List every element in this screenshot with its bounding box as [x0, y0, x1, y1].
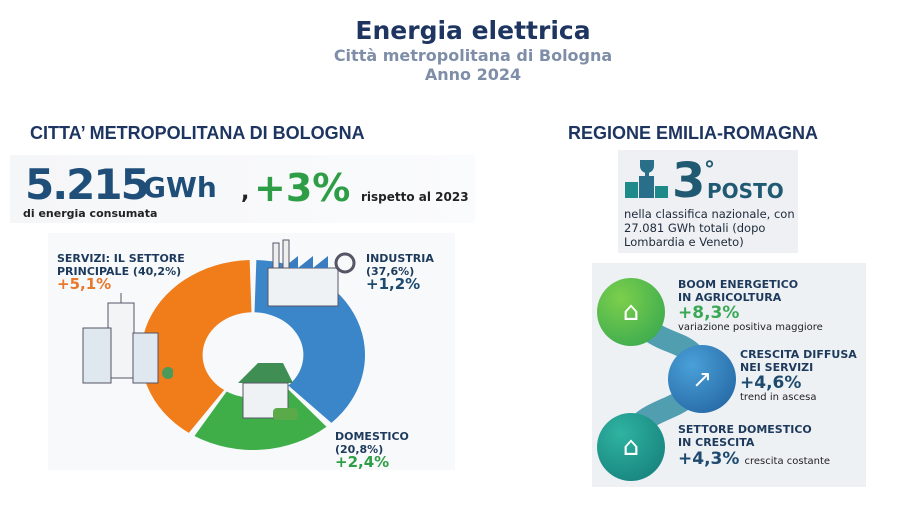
donut-segment-servizi	[141, 260, 252, 433]
growth-value: +4,3%	[678, 449, 740, 469]
total-caption: di energia consumata	[23, 207, 158, 220]
sector-label-line: SERVIZI: IL SETTORE	[57, 252, 185, 265]
sector-label-servizi: SERVIZI: IL SETTORE PRINCIPALE (40,2%) +…	[57, 252, 185, 293]
house-icon: ⌂	[597, 413, 665, 481]
growth-title: SETTORE DOMESTICO	[678, 423, 812, 436]
growth-title: CRESCITA DIFFUSA	[740, 348, 857, 361]
sector-donut-panel: SERVIZI: IL SETTORE PRINCIPALE (40,2%) +…	[48, 233, 455, 470]
separator: ,	[241, 180, 250, 205]
growth-chart-icon: ↗	[668, 345, 736, 413]
sector-label-line: DOMESTICO (20,8%)	[335, 430, 409, 456]
factory-icon	[267, 239, 356, 307]
rank-description: nella classifica nazionale, con 27.081 G…	[624, 207, 795, 249]
page-title: Energia elettrica	[355, 16, 591, 45]
total-unit: GWh	[143, 171, 217, 204]
growth-item-domestico: SETTORE DOMESTICO IN CRESCITA +4,3% cres…	[678, 423, 830, 469]
growth-value: +4,6%	[740, 373, 802, 393]
rank-label: POSTO	[707, 179, 784, 203]
yearly-change: +3%	[254, 166, 351, 210]
donut-segment-domestico	[194, 387, 327, 450]
sector-label-line: PRINCIPALE (40,2%)	[57, 265, 182, 278]
growth-note: trend in ascesa	[740, 392, 817, 403]
sector-label-industria: INDUSTRIA (37,6%) +1,2%	[366, 252, 434, 293]
office-buildings-icon	[82, 293, 173, 384]
farm-icon: ⌂	[597, 278, 665, 346]
metro-heading: CITTA’ METROPOLITANA DI BOLOGNA	[30, 123, 365, 143]
growth-value: +8,3%	[678, 303, 740, 323]
sector-label-line: (37,6%)	[366, 265, 415, 278]
trophy-podium-icon	[625, 160, 668, 198]
page-year: Anno 2024	[424, 65, 522, 84]
growth-panel: ⌂ BOOM ENERGETICO IN AGRICOLTURA +8,3% v…	[592, 263, 866, 487]
sector-label-line: INDUSTRIA	[366, 252, 434, 265]
growth-item-agricoltura: BOOM ENERGETICO IN AGRICOLTURA +8,3% var…	[678, 278, 823, 333]
yearly-change-caption: rispetto al 2023	[361, 190, 469, 204]
sector-delta-industria: +1,2%	[366, 275, 421, 293]
growth-title: IN AGRICOLTURA	[678, 291, 782, 304]
growth-title: BOOM ENERGETICO	[678, 278, 799, 291]
growth-title: NEI SERVIZI	[740, 361, 814, 374]
page-subtitle: Città metropolitana di Bologna	[333, 46, 613, 65]
house-solar-icon	[238, 363, 298, 420]
sector-delta-servizi: +5,1%	[57, 275, 112, 293]
region-heading: REGIONE EMILIA-ROMAGNA	[568, 123, 818, 143]
growth-title: IN CRESCITA	[678, 436, 755, 449]
rank-number: 3	[672, 153, 706, 209]
sector-label-domestico: DOMESTICO (20,8%) +2,4%	[335, 430, 455, 471]
growth-note: variazione positiva maggiore	[678, 322, 823, 333]
growth-note: crescita costante	[744, 456, 831, 467]
total-stat-box	[10, 155, 475, 223]
sector-delta-domestico: +2,4%	[335, 453, 390, 471]
growth-item-servizi: CRESCITA DIFFUSA NEI SERVIZI +4,6% trend…	[740, 348, 857, 403]
rank-degree: °	[704, 158, 715, 183]
total-value: 5.215	[25, 160, 150, 209]
